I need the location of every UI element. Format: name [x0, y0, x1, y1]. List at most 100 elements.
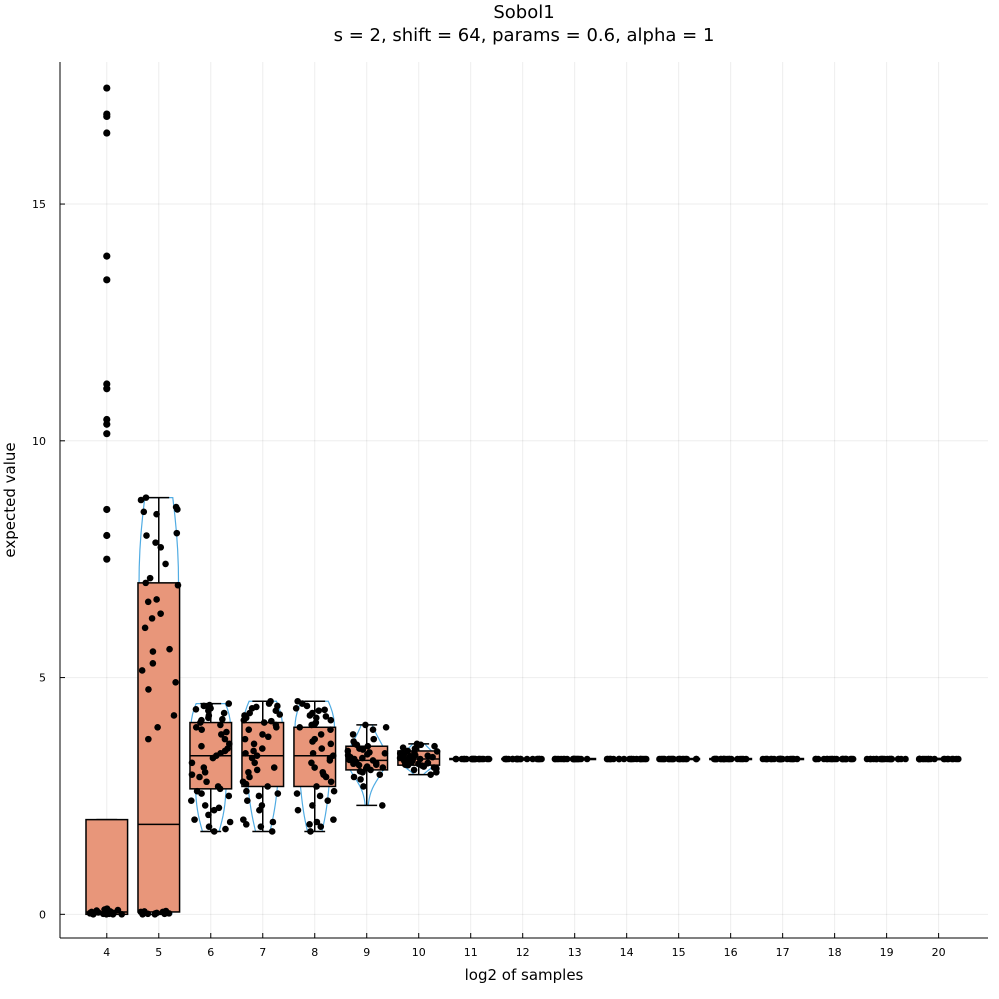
data-point — [941, 755, 949, 763]
data-point — [209, 754, 217, 762]
data-point — [264, 733, 272, 741]
data-point — [838, 755, 846, 763]
data-point — [173, 529, 181, 537]
data-point — [157, 610, 164, 617]
data-point — [293, 790, 301, 797]
data-point — [324, 797, 332, 804]
chart-title: Sobol1 — [493, 2, 554, 23]
x-tick-label: 15 — [672, 946, 686, 959]
data-point — [253, 766, 261, 774]
x-tick-label: 9 — [363, 946, 370, 959]
data-point — [205, 707, 212, 715]
data-point — [196, 773, 203, 781]
data-point — [659, 755, 666, 763]
data-point — [327, 726, 334, 733]
data-point — [144, 910, 152, 918]
data-point — [193, 787, 201, 795]
data-point — [257, 823, 265, 831]
data-point — [246, 773, 253, 781]
x-tick-label: 18 — [828, 946, 842, 959]
data-point — [216, 785, 224, 793]
data-point — [327, 716, 335, 724]
data-point — [410, 766, 418, 774]
data-point — [242, 780, 250, 788]
data-point — [560, 755, 567, 763]
grid-layer — [60, 62, 988, 938]
data-point — [814, 755, 822, 763]
data-point — [615, 755, 623, 763]
data-point — [873, 755, 880, 763]
data-point — [927, 755, 934, 763]
x-tick-label: 20 — [932, 946, 946, 959]
data-point — [418, 762, 426, 769]
data-point — [916, 755, 924, 763]
x-tick-label: 16 — [724, 946, 738, 959]
data-point — [382, 723, 390, 731]
data-point — [265, 700, 273, 707]
data-point — [826, 755, 834, 763]
data-point — [313, 714, 320, 722]
data-point — [244, 797, 251, 804]
data-point — [273, 723, 280, 731]
y-tick-label: 15 — [32, 198, 46, 211]
data-point — [311, 720, 319, 728]
x-tick-label: 7 — [259, 946, 266, 959]
x-tick-label: 4 — [103, 946, 110, 959]
data-point — [431, 742, 438, 750]
data-point — [292, 705, 300, 712]
data-point — [316, 792, 324, 800]
data-point — [359, 754, 366, 762]
x-tick-label: 14 — [620, 946, 634, 959]
data-point — [321, 706, 328, 714]
data-point — [330, 787, 338, 795]
box-iqr — [85, 818, 129, 916]
data-point — [330, 816, 337, 823]
data-point — [399, 744, 407, 751]
data-point — [777, 755, 784, 763]
data-point — [433, 748, 441, 755]
data-point — [240, 716, 248, 724]
data-point — [353, 741, 361, 749]
data-point — [162, 560, 169, 568]
data-point — [346, 756, 353, 764]
data-point — [137, 496, 145, 504]
data-point — [296, 723, 304, 731]
x-tick-label: 6 — [207, 946, 214, 959]
box-iqr — [137, 582, 181, 913]
data-point — [317, 823, 325, 831]
data-point — [205, 714, 212, 722]
data-point — [215, 804, 223, 812]
data-point — [166, 645, 173, 653]
data-point — [253, 703, 260, 711]
outlier-point — [103, 385, 111, 393]
data-point — [201, 768, 209, 776]
y-axis-label: expected value — [1, 442, 19, 557]
data-point — [198, 742, 205, 750]
data-point — [89, 911, 97, 918]
data-point — [433, 768, 440, 776]
data-point — [149, 660, 157, 667]
data-point — [245, 726, 253, 733]
data-point — [633, 755, 640, 763]
data-point — [259, 731, 266, 738]
data-point — [370, 735, 378, 743]
data-point — [137, 908, 145, 916]
data-point — [523, 755, 531, 763]
data-point — [243, 787, 250, 795]
data-point — [725, 755, 733, 763]
data-point — [218, 731, 225, 738]
x-tick-label: 17 — [776, 946, 790, 959]
data-point — [242, 821, 250, 828]
data-point — [408, 759, 415, 766]
data-point — [220, 709, 228, 717]
data-point — [311, 764, 318, 771]
outlier-point — [103, 252, 111, 260]
data-point — [161, 910, 168, 918]
data-point — [225, 700, 233, 707]
data-point — [240, 816, 247, 823]
data-point — [401, 761, 409, 768]
data-point — [260, 719, 268, 726]
data-point — [188, 759, 196, 767]
data-point — [357, 776, 364, 783]
data-point — [381, 750, 389, 757]
